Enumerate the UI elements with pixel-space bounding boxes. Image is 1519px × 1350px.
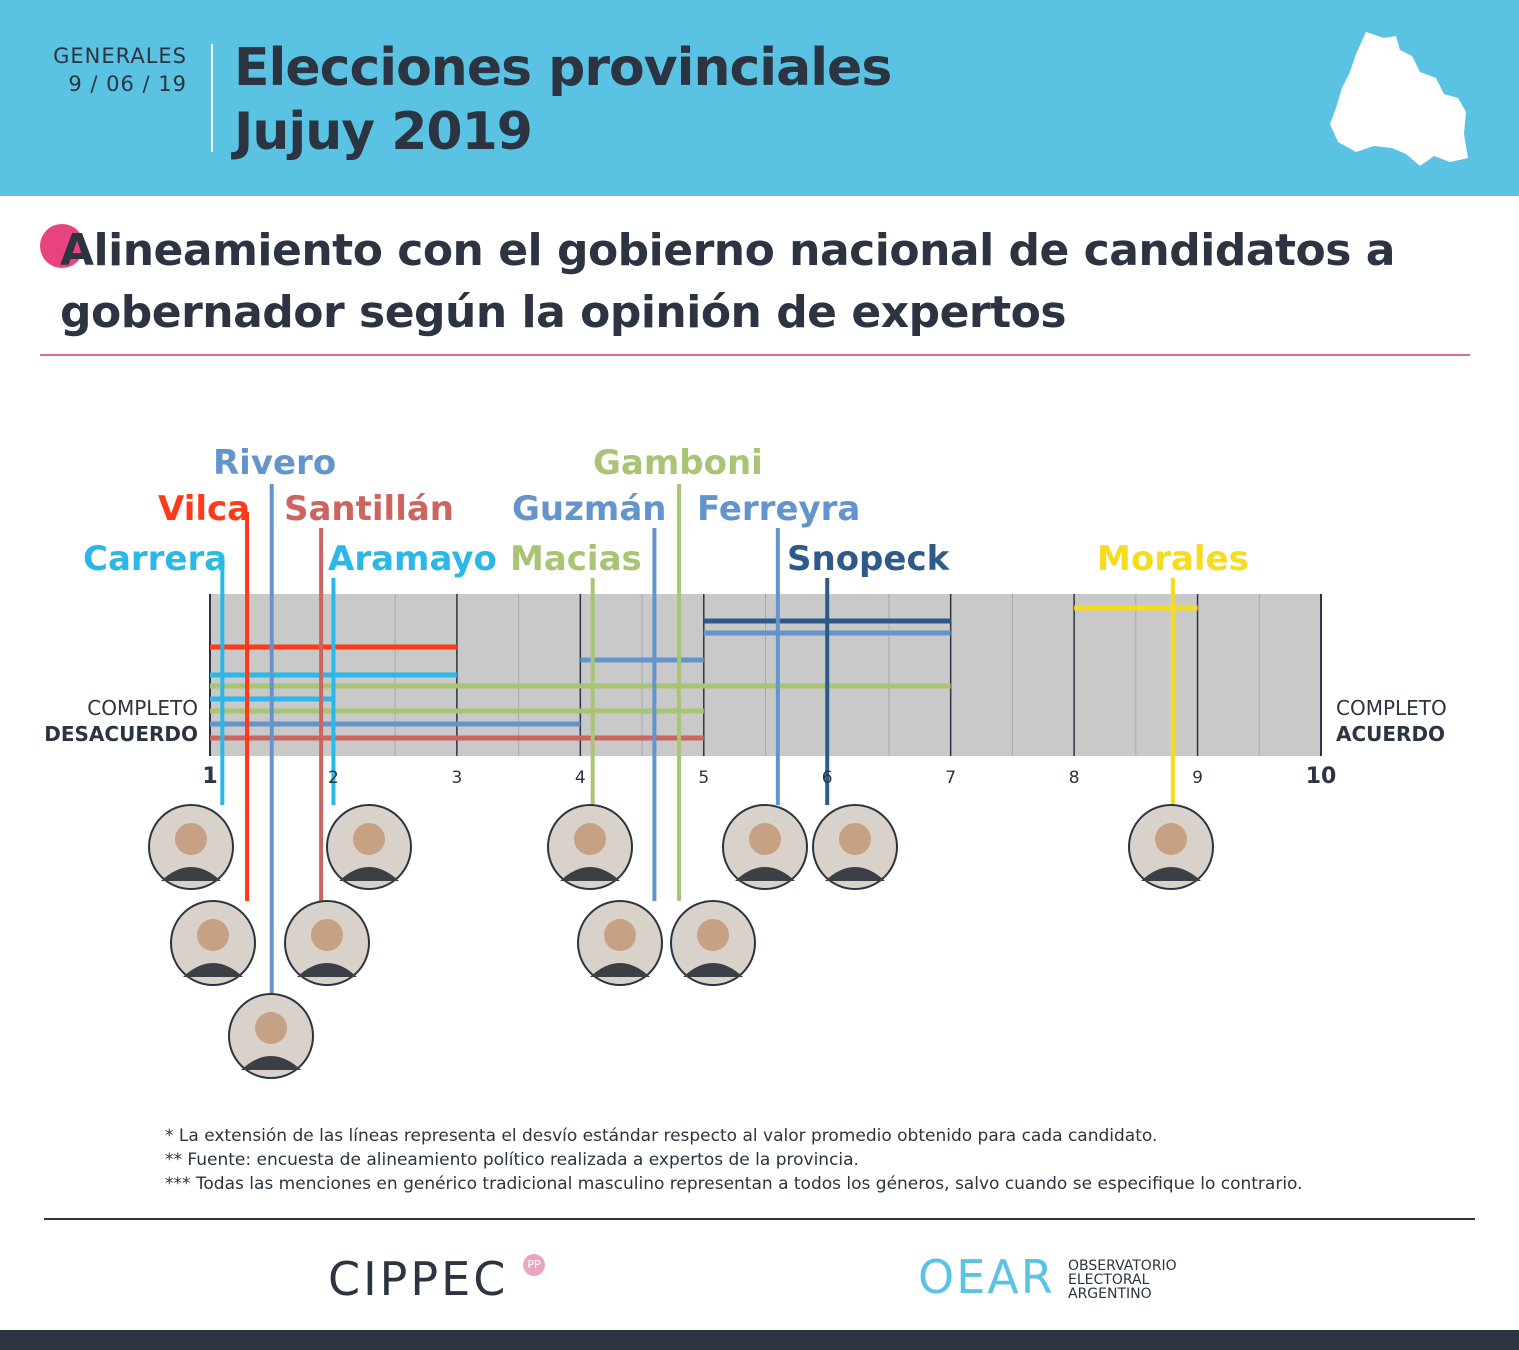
avatar-shoulders xyxy=(183,963,243,977)
title-bullet xyxy=(40,224,84,268)
header-title: Elecciones provinciales Jujuy 2019 xyxy=(234,36,892,164)
avatar-ferreyra xyxy=(722,804,808,890)
avatar-face xyxy=(175,823,207,855)
oear-sub-line: OBSERVATORIO xyxy=(1068,1258,1177,1274)
candidate-label: Aramayo xyxy=(328,539,497,579)
cippec-badge: PP xyxy=(523,1254,545,1276)
avatar-morales xyxy=(1128,804,1214,890)
avatar-shoulders xyxy=(241,1056,301,1070)
x-tick-label: 9 xyxy=(1192,768,1203,788)
avatar-face xyxy=(1155,823,1187,855)
avatar-shoulders xyxy=(735,867,795,881)
candidate-label: Gamboni xyxy=(593,443,763,483)
x-tick-label: 1 xyxy=(202,764,217,789)
avatar-face xyxy=(839,823,871,855)
page-title-line1: Alineamiento con el gobierno nacional de… xyxy=(60,225,1395,276)
title-rule xyxy=(40,354,1470,356)
footer-rule xyxy=(44,1218,1475,1220)
x-tick-label: 3 xyxy=(451,768,462,788)
alignment-chart: Carrera Vilca Rivero Santillán Aramayo Macias… xyxy=(44,443,1447,1079)
footnotes: * La extensión de las líneas representa … xyxy=(165,1124,1303,1196)
oear-sub-line: ELECTORAL xyxy=(1068,1272,1150,1288)
candidate-label: Santillán xyxy=(284,489,454,529)
avatar-gamboni xyxy=(670,900,756,986)
header-kicker: GENERALES 9 / 06 / 19 xyxy=(53,42,187,98)
avatar-shoulders xyxy=(1141,867,1201,881)
avatar-face xyxy=(255,1012,287,1044)
candidate-label: Carrera xyxy=(83,539,227,579)
header-title-line2: Jujuy 2019 xyxy=(234,102,533,162)
page-title: Alineamiento con el gobierno nacional de… xyxy=(60,220,1395,344)
avatar-snopeck xyxy=(812,804,898,890)
candidate-label: Guzmán xyxy=(512,489,666,529)
footnote: *** Todas las menciones en genérico trad… xyxy=(165,1174,1303,1194)
avatar-face xyxy=(197,919,229,951)
footnote: * La extensión de las líneas representa … xyxy=(165,1126,1158,1146)
x-tick-label: 7 xyxy=(945,768,956,788)
x-tick-label: 10 xyxy=(1306,764,1337,789)
date-text: 9 / 06 / 19 xyxy=(68,72,187,96)
avatar-shoulders xyxy=(590,963,650,977)
avatar-face xyxy=(697,919,729,951)
jujuy-province-map-icon xyxy=(1330,32,1468,166)
footer-bar xyxy=(0,1330,1519,1350)
avatar-shoulders xyxy=(297,963,357,977)
footnote: ** Fuente: encuesta de alineamiento polí… xyxy=(165,1150,859,1170)
right-label-top: COMPLETO xyxy=(1336,696,1447,720)
avatar-face xyxy=(604,919,636,951)
avatar-shoulders xyxy=(683,963,743,977)
candidate-label: Ferreyra xyxy=(697,489,860,529)
avatar-guzmán xyxy=(577,900,663,986)
candidate-label: Macias xyxy=(510,539,642,579)
x-tick-label: 2 xyxy=(328,768,339,788)
kicker-text: GENERALES xyxy=(53,44,187,68)
header-title-line1: Elecciones provinciales xyxy=(234,38,892,98)
avatar-rivero xyxy=(228,993,314,1079)
avatar-aramayo xyxy=(326,804,412,890)
avatar-face xyxy=(749,823,781,855)
avatar-face xyxy=(353,823,385,855)
avatar-shoulders xyxy=(339,867,399,881)
candidate-label: Vilca xyxy=(158,489,250,529)
avatar-shoulders xyxy=(161,867,221,881)
left-label-bottom: DESACUERDO xyxy=(44,722,198,746)
cippec-logo: CIPPEC xyxy=(328,1252,509,1306)
avatar-shoulders xyxy=(560,867,620,881)
avatar-face xyxy=(574,823,606,855)
avatar-face xyxy=(311,919,343,951)
candidate-label: Snopeck xyxy=(787,539,951,579)
header-divider xyxy=(211,44,213,152)
right-label-bottom: ACUERDO xyxy=(1336,722,1445,746)
oear-sub-line: ARGENTINO xyxy=(1068,1286,1152,1302)
oear-logo: OEAR xyxy=(918,1250,1055,1304)
candidate-label: Morales xyxy=(1097,539,1249,579)
avatar-carrera xyxy=(148,804,234,890)
avatar-santillán xyxy=(284,900,370,986)
x-tick-label: 6 xyxy=(822,768,833,788)
oear-logo-subtitle: OBSERVATORIO ELECTORAL ARGENTINO xyxy=(1068,1259,1177,1301)
page-title-line2: gobernador según la opinión de expertos xyxy=(60,287,1067,338)
left-label-top: COMPLETO xyxy=(87,696,198,720)
avatar-macias xyxy=(547,804,633,890)
header-banner: GENERALES 9 / 06 / 19 Elecciones provinc… xyxy=(0,0,1519,196)
avatar-vilca xyxy=(170,900,256,986)
x-tick-label: 8 xyxy=(1069,768,1080,788)
avatar-shoulders xyxy=(825,867,885,881)
x-tick-label: 4 xyxy=(575,768,586,788)
candidate-label: Rivero xyxy=(213,443,336,483)
x-tick-label: 5 xyxy=(698,768,709,788)
